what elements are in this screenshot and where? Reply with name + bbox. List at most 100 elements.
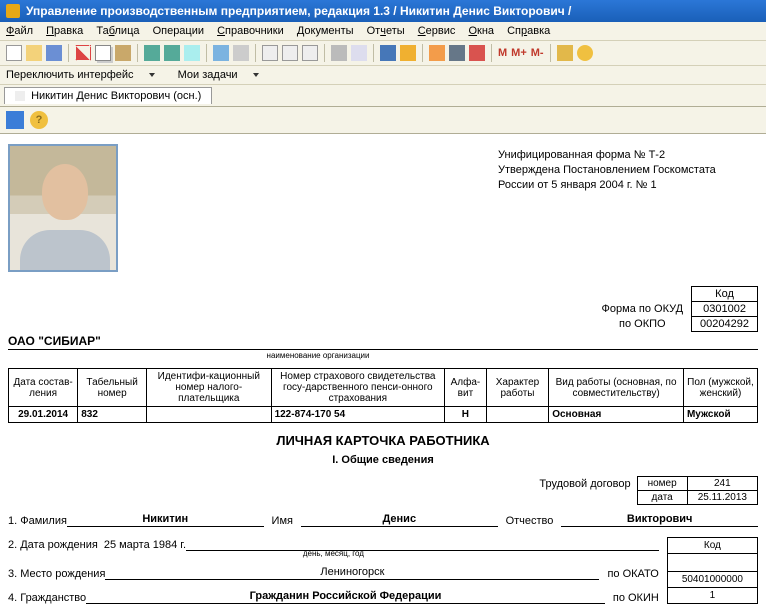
mem-mminus[interactable]: М- [531,47,544,59]
window-titlebar: Управление производственным предприятием… [0,0,766,22]
citizenship-label: 4. Гражданство [8,592,86,604]
menu-refs[interactable]: Справочники [217,25,284,37]
val-sex: Мужской [683,407,757,423]
birthdate-label: 2. Дата рождения [8,539,98,551]
menu-windows[interactable]: Окна [468,25,494,37]
new-icon[interactable] [6,45,22,61]
col-date: Дата состав-ления [9,369,78,407]
surname-value: Никитин [67,513,264,527]
menu-ops[interactable]: Операции [153,25,204,37]
side-codes: Код 50401000000 1 [667,537,758,604]
calc-icon[interactable] [380,45,396,61]
patronymic-label: Отчество [506,515,554,527]
header-line1: Унифицированная форма № Т-2 [498,148,758,163]
header-line2: Утверждена Постановлением Госкомстата [498,163,758,178]
secondary-toolbar: Переключить интерфейс Мои задачи [0,66,766,85]
cut-icon[interactable] [75,45,91,61]
col-snils: Номер страхового свидетельства госу-дарс… [271,369,445,407]
val-workkind: Основная [549,407,684,423]
contract-num-label: номер [637,477,687,491]
col-workkind: Вид работы (основная, по совместительств… [549,369,684,407]
firstname-label: Имя [272,515,293,527]
copy-icon[interactable] [95,45,111,61]
save-icon[interactable] [46,45,62,61]
window-title: Управление производственным предприятием… [26,4,571,18]
document-tabs: Никитин Денис Викторович (осн.) [0,85,766,107]
okato-value: 50401000000 [667,572,757,588]
side-kod-header: Код [667,538,757,554]
contract-date-label: дата [637,491,687,505]
menu-edit[interactable]: Правка [46,25,83,37]
mem-m[interactable]: М [498,47,507,59]
okin-value: 1 [667,588,757,604]
document-body: Унифицированная форма № Т-2 Утверждена П… [0,134,766,614]
back-icon[interactable] [213,45,229,61]
settings-icon[interactable] [557,45,573,61]
menu-file[interactable]: Файл [6,25,33,37]
val-alpha: Н [445,407,487,423]
okpo-value: 00204292 [692,317,758,332]
okud-value: 0301002 [692,302,758,317]
print-icon[interactable] [331,45,347,61]
my-tasks[interactable]: Мои задачи [178,69,269,81]
contract-num: 241 [687,477,757,491]
menu-docs[interactable]: Документы [297,25,354,37]
col-worktype: Характер работы [486,369,548,407]
preview-icon[interactable] [351,45,367,61]
app-icon [6,4,20,18]
tool1-icon[interactable] [429,45,445,61]
employee-photo [8,144,118,272]
val-snils: 122-874-170 54 [271,407,445,423]
find-icon[interactable] [184,45,200,61]
kod-header: Код [692,287,758,302]
main-menu: Файл Правка Таблица Операции Справочники… [0,22,766,41]
org-name: ОАО "СИБИАР" [8,334,758,350]
menu-table[interactable]: Таблица [96,25,139,37]
document-icon [15,91,25,101]
open-icon[interactable] [26,45,42,61]
col-sex: Пол (мужской, женский) [683,369,757,407]
forward-icon[interactable] [233,45,249,61]
help-button-icon[interactable]: ? [30,111,48,129]
citizenship-row: 4. Гражданство Гражданин Российской Феде… [8,590,659,604]
paste-icon[interactable] [115,45,131,61]
firstname-value: Денис [301,513,498,527]
surname-label: 1. Фамилия [8,515,67,527]
val-inn [147,407,272,423]
col-alpha: Алфа-вит [445,369,487,407]
menu-service[interactable]: Сервис [418,25,456,37]
name-row: 1. Фамилия Никитин Имя Денис Отчество Ви… [8,513,758,527]
birthdate-value: 25 марта 1984 г. [104,539,186,551]
codes-table: Код Форма по ОКУД0301002 по ОКПО00204292 [594,286,758,332]
contract-label: Трудовой договор [539,476,630,490]
contract-date: 25.11.2013 [687,491,757,505]
mem-mplus[interactable]: М+ [511,47,527,59]
document-toolbar: ? [0,107,766,134]
menu-reports[interactable]: Отчеты [367,25,405,37]
tab-label: Никитин Денис Викторович (осн.) [31,90,201,102]
val-tabnum: 832 [78,407,147,423]
menu-help[interactable]: Справка [507,25,550,37]
okud-label: Форма по ОКУД [594,302,692,317]
birthplace-label: 3. Место рождения [8,568,105,580]
citizenship-value: Гражданин Российской Федерации [86,590,605,604]
zoom-out-icon[interactable] [282,45,298,61]
org-sublabel: наименование организации [228,349,408,360]
undo-icon[interactable] [144,45,160,61]
main-toolbar: М М+ М- [0,41,766,66]
val-date: 29.01.2014 [9,407,78,423]
zoom-in-icon[interactable] [262,45,278,61]
tool2-icon[interactable] [449,45,465,61]
col-inn: Идентифи-кационный номер налого-плательщ… [147,369,272,407]
okpo-label: по ОКПО [594,317,692,332]
zoom-fit-icon[interactable] [302,45,318,61]
calendar-icon[interactable] [400,45,416,61]
tool3-icon[interactable] [469,45,485,61]
redo-icon[interactable] [164,45,180,61]
tab-employee[interactable]: Никитин Денис Викторович (осн.) [4,87,212,104]
main-grid: Дата состав-ления Табельный номер Иденти… [8,368,758,423]
document-subtitle: I. Общие сведения [8,454,758,466]
action-icon[interactable] [6,111,24,129]
switch-interface[interactable]: Переключить интерфейс [6,69,165,81]
help-icon[interactable] [577,45,593,61]
